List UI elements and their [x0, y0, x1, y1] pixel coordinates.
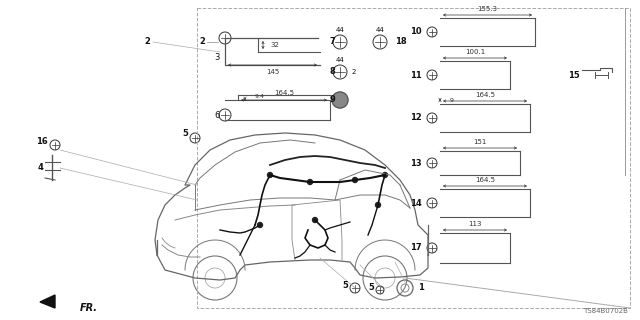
Text: 32: 32 — [271, 42, 280, 48]
Circle shape — [307, 180, 312, 185]
Text: 113: 113 — [468, 221, 482, 227]
Text: TS84B0702B: TS84B0702B — [583, 308, 628, 314]
Text: 15: 15 — [568, 70, 580, 79]
Text: 10: 10 — [410, 28, 422, 36]
Text: 155.3: 155.3 — [477, 6, 497, 12]
Text: 13: 13 — [410, 158, 422, 167]
Text: 164.5: 164.5 — [475, 92, 495, 98]
Circle shape — [383, 172, 387, 178]
Text: 11: 11 — [410, 70, 422, 79]
Text: 16: 16 — [36, 138, 48, 147]
Text: 14: 14 — [410, 198, 422, 207]
Circle shape — [312, 218, 317, 222]
Text: 4: 4 — [37, 164, 43, 172]
Text: 151: 151 — [474, 139, 486, 145]
Circle shape — [257, 222, 262, 228]
Text: 8: 8 — [329, 68, 335, 76]
Text: 2: 2 — [199, 37, 205, 46]
Text: 3: 3 — [214, 53, 220, 62]
Text: 12: 12 — [410, 114, 422, 123]
Text: FR.: FR. — [80, 303, 98, 313]
Text: 5: 5 — [368, 283, 374, 292]
Text: 9: 9 — [450, 98, 454, 102]
Text: 1: 1 — [418, 284, 424, 292]
Text: 44: 44 — [335, 57, 344, 63]
Text: 44: 44 — [335, 27, 344, 33]
Text: 6: 6 — [214, 110, 220, 119]
Text: 5: 5 — [182, 129, 188, 138]
Text: 9: 9 — [329, 95, 335, 105]
Circle shape — [268, 172, 273, 178]
Text: 9.4: 9.4 — [255, 94, 265, 100]
Text: 164.5: 164.5 — [475, 177, 495, 183]
Circle shape — [353, 178, 358, 182]
Text: 164.5: 164.5 — [274, 90, 294, 96]
Text: 145: 145 — [266, 69, 280, 75]
Text: 44: 44 — [376, 27, 385, 33]
Text: 5: 5 — [342, 281, 348, 290]
Text: 18: 18 — [395, 37, 406, 46]
Polygon shape — [40, 295, 55, 308]
Circle shape — [376, 203, 381, 207]
Text: 7: 7 — [329, 37, 335, 46]
Circle shape — [332, 92, 348, 108]
Text: 17: 17 — [410, 244, 422, 252]
Text: 2: 2 — [352, 69, 356, 75]
Text: 100.1: 100.1 — [465, 49, 485, 55]
Text: 2: 2 — [144, 37, 150, 46]
